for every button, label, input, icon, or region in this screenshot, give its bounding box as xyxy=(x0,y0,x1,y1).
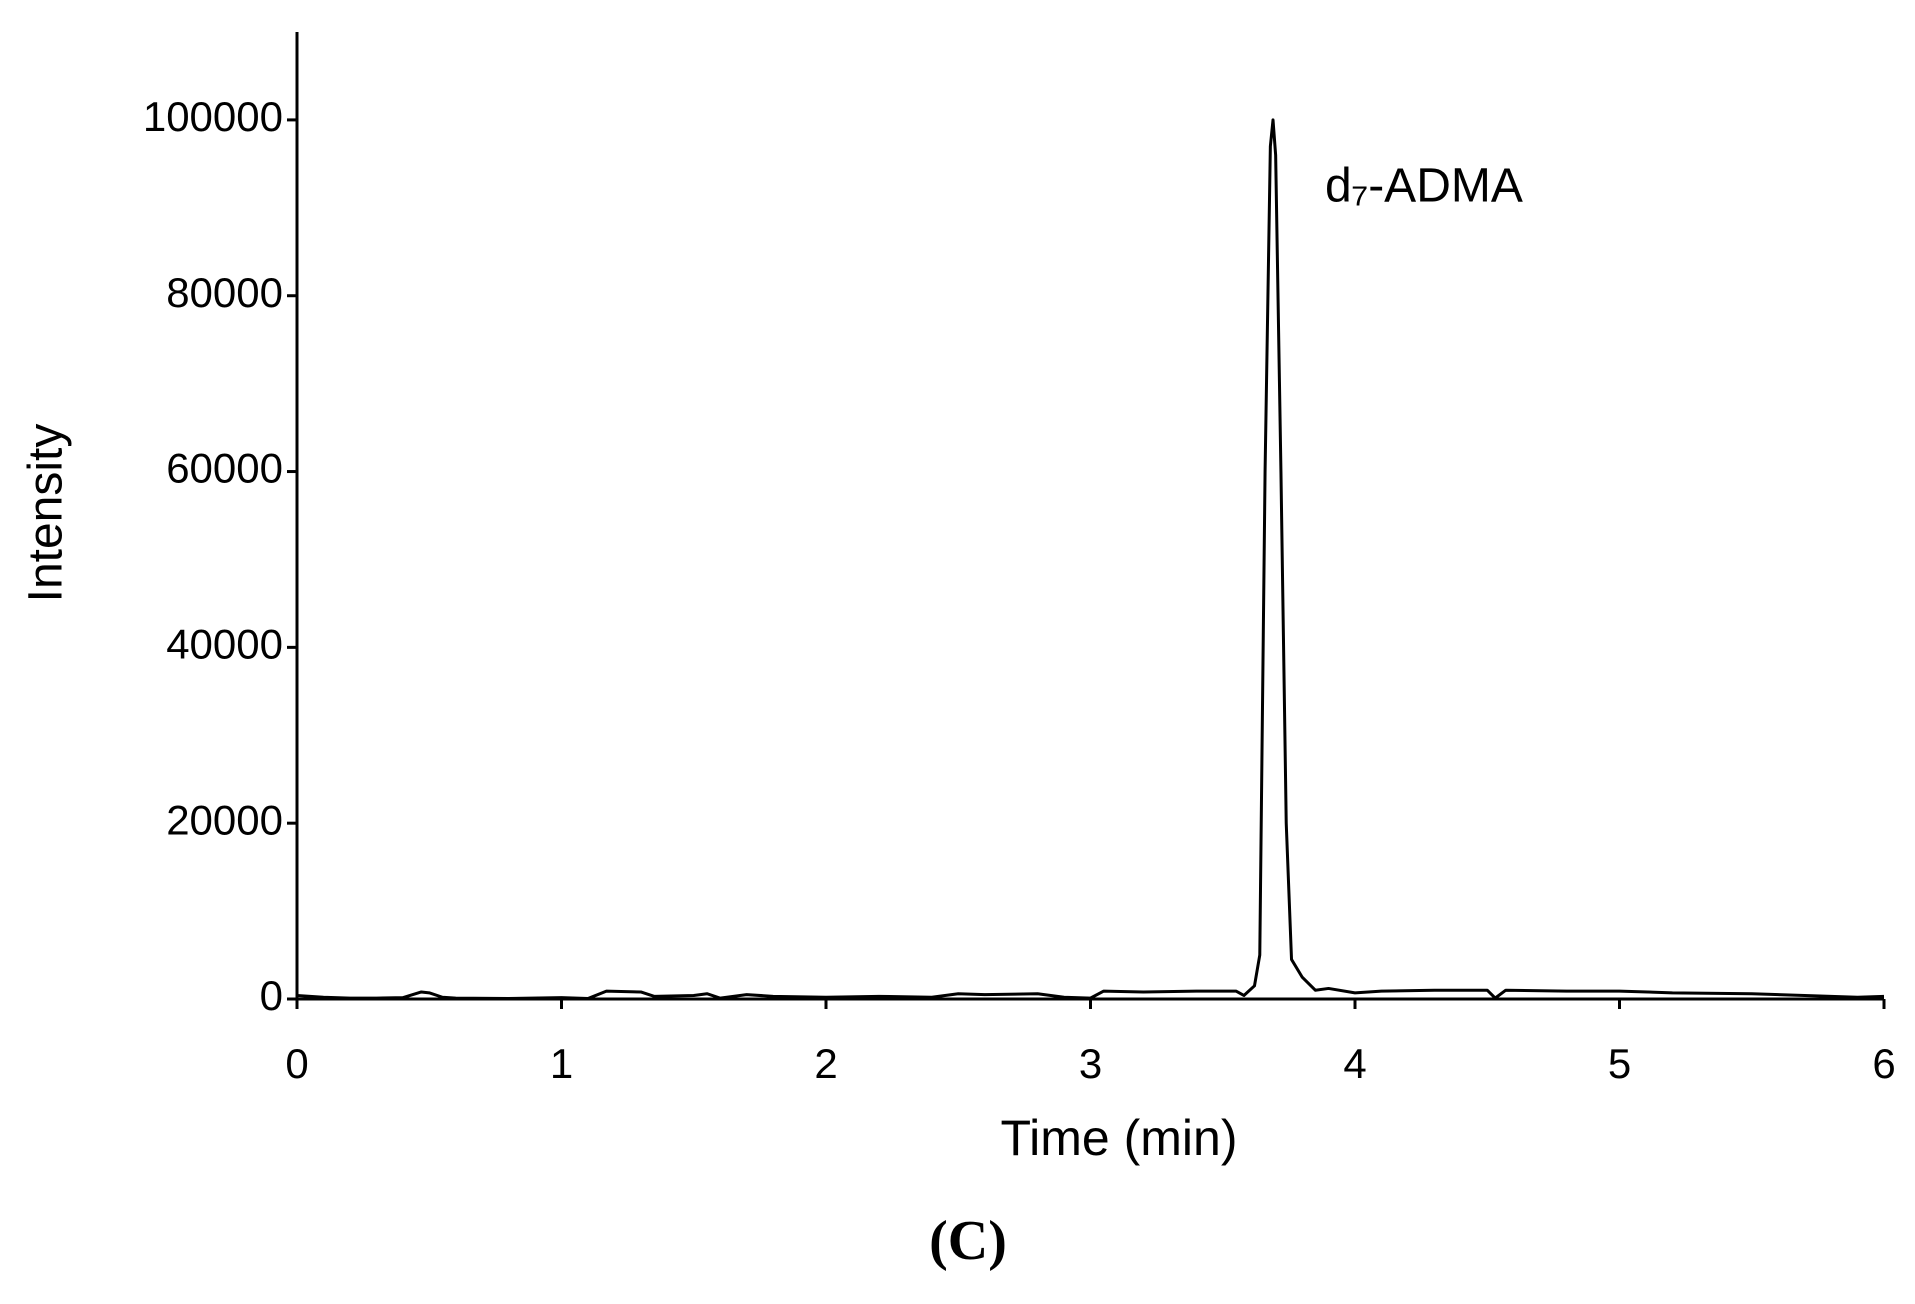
x-axis-label: Time (min) xyxy=(1000,1110,1237,1166)
x-tick-label: 1 xyxy=(550,1040,573,1087)
x-tick-label: 5 xyxy=(1608,1040,1631,1087)
x-tick-label: 4 xyxy=(1343,1040,1366,1087)
x-tick-label: 6 xyxy=(1872,1040,1895,1087)
x-tick-label: 3 xyxy=(1079,1040,1102,1087)
x-tick-label: 0 xyxy=(285,1040,308,1087)
x-tick-label: 2 xyxy=(814,1040,837,1087)
y-tick-label: 20000 xyxy=(166,796,283,843)
y-tick-label: 100000 xyxy=(143,93,283,140)
peak-annotation: d₇-ADMA xyxy=(1325,160,1523,213)
y-tick-label: 80000 xyxy=(166,269,283,316)
y-tick-label: 60000 xyxy=(166,445,283,492)
chromatogram-line xyxy=(296,118,1885,1001)
panel-label: (C) xyxy=(929,1210,1007,1272)
y-tick-label: 0 xyxy=(260,972,283,1019)
y-tick-label: 40000 xyxy=(166,620,283,667)
y-axis-label: Intensity xyxy=(20,424,73,603)
